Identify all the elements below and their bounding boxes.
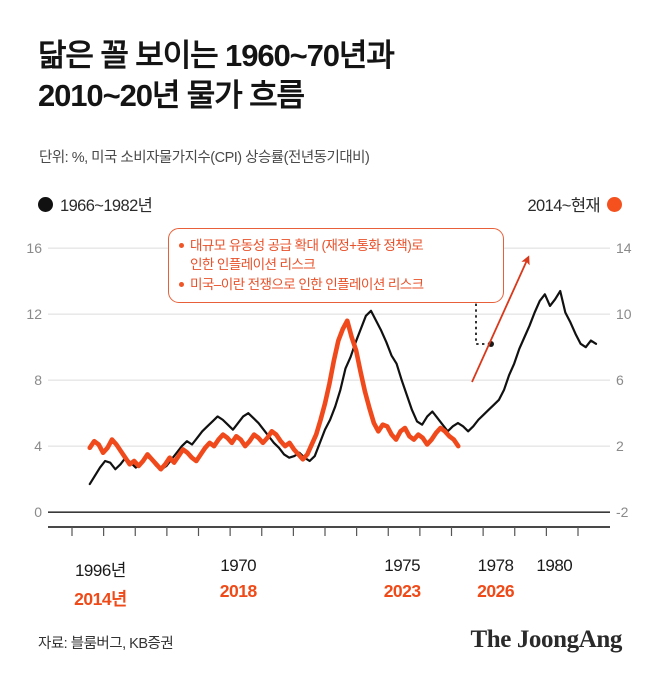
left-axis-tick-label: 16 <box>26 240 42 256</box>
legend-dot-black-icon <box>38 196 53 212</box>
chart-subtitle: 단위: %, 미국 소비자물가지수(CPI) 상승률(전년동기대비) <box>39 150 370 166</box>
x-tick-label-current: 2026 <box>477 581 515 601</box>
x-tick-label-historical: 1978 <box>477 556 514 575</box>
right-axis-labels: 14 10 6 2 -2 <box>616 240 632 520</box>
chart-overlays <box>471 255 530 383</box>
left-axis-tick-label: 4 <box>34 438 42 454</box>
x-axis-ticks <box>71 527 579 536</box>
x-axis-tick-label-group: 1975 2023 <box>384 556 421 602</box>
right-axis-tick-label: 14 <box>616 240 632 256</box>
x-tick-label-current: 2023 <box>383 581 421 601</box>
annotation-item: 미국–이란 전쟁으로 인한 인플레이션 리스크 <box>179 275 492 294</box>
publisher-logo: The JoongAng <box>470 626 623 653</box>
x-axis-tick-label-group: 1996년 2014년 <box>74 556 127 611</box>
annotation-text: 미국–이란 전쟁으로 인한 인플레이션 리스크 <box>190 277 424 293</box>
trend-arrow-icon <box>471 255 530 383</box>
x-axis-tick-label-group: 1970 2018 <box>220 556 257 602</box>
page-title: 닮은 꼴 보이는 1960~70년과 2010~20년 물가 흐름 <box>38 38 395 114</box>
source-note: 자료: 블룸버그, KB증권 <box>38 636 174 652</box>
series-line <box>88 289 598 486</box>
left-axis-tick-label: 8 <box>34 372 42 388</box>
x-tick-label-historical: 1996년 <box>74 561 126 580</box>
chart-area: 16 12 8 4 0 14 10 6 2 -2 <box>0 222 658 567</box>
x-tick-label-historical: 1975 <box>384 556 421 575</box>
annotation-callout: 대규모 유동성 공급 확대 (재정+통화 정책)로 인한 인플레이션 리스크 미… <box>168 228 504 304</box>
right-axis-tick-label: -2 <box>616 504 629 520</box>
annotation-item: 대규모 유동성 공급 확대 (재정+통화 정책)로 인한 인플레이션 리스크 <box>179 236 492 274</box>
legend-label-current: 2014~현재 <box>527 197 600 215</box>
cpi-line-chart: 16 12 8 4 0 14 10 6 2 -2 <box>26 240 632 536</box>
bullet-icon <box>179 282 184 288</box>
series-lines <box>87 289 598 486</box>
x-tick-label-historical: 1970 <box>220 556 257 575</box>
left-axis-labels: 16 12 8 4 0 <box>26 240 42 520</box>
annotation-text: 대규모 유동성 공급 확대 (재정+통화 정책)로 인한 인플레이션 리스크 <box>190 238 424 273</box>
x-tick-label-current: 2018 <box>219 581 257 601</box>
x-tick-label-historical: 1980 <box>536 556 573 575</box>
right-axis-tick-label: 2 <box>616 438 624 454</box>
x-axis-tick-label-group: 1980 <box>536 556 572 581</box>
x-axis-label-row: 1996년 2014년 1970 2018 1975 2023 1978 2026 1980 <box>0 556 658 614</box>
right-axis-tick-label: 6 <box>616 372 624 388</box>
series-line <box>87 318 461 472</box>
x-tick-label-current: 2014년 <box>74 589 127 609</box>
right-axis-tick-label: 10 <box>616 306 632 322</box>
left-axis-tick-label: 12 <box>26 306 42 322</box>
left-axis-tick-label: 0 <box>34 504 42 520</box>
legend-item-current: 2014~현재 <box>527 192 622 216</box>
x-axis-tick-label-group: 1978 2026 <box>477 556 514 602</box>
legend-label-historical: 1966~1982년 <box>60 197 153 215</box>
bullet-icon <box>179 243 184 248</box>
legend-dot-orange-icon <box>607 196 622 212</box>
legend-item-historical: 1966~1982년 <box>38 192 153 216</box>
